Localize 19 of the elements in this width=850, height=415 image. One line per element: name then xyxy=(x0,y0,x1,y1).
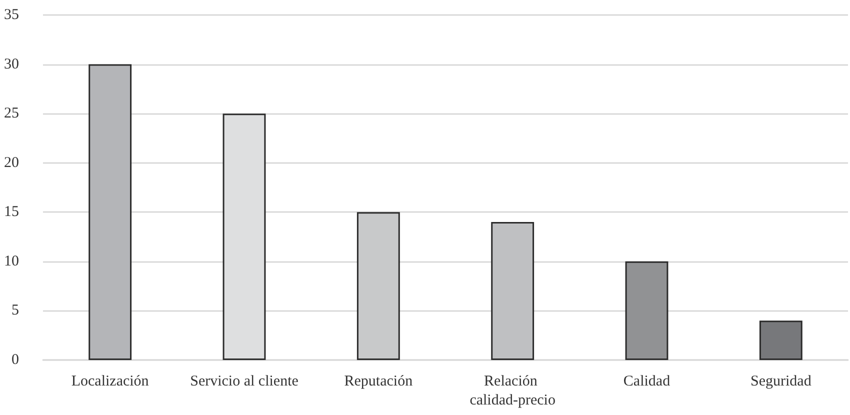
x-tick-label: Relación calidad-precio xyxy=(470,374,556,408)
bar xyxy=(759,320,802,360)
x-tick-label: Localización xyxy=(71,374,150,390)
x-tick-label: Seguridad xyxy=(750,374,812,390)
y-tick-label: 35 xyxy=(4,7,19,23)
y-tick-label: 10 xyxy=(4,253,19,270)
bar xyxy=(88,64,132,360)
bar xyxy=(356,212,400,360)
x-tick-label: Reputación xyxy=(344,374,414,390)
y-tick-label: 25 xyxy=(4,106,19,122)
x-tick-label: Servicio al cliente xyxy=(190,374,299,390)
y-tick-label: 5 xyxy=(12,302,19,319)
x-tick-label: Calidad xyxy=(623,374,671,390)
bar xyxy=(491,222,534,360)
y-tick-label: 30 xyxy=(4,56,19,72)
bar xyxy=(625,261,668,360)
y-tick-label: 20 xyxy=(4,154,19,171)
y-tick-label: 15 xyxy=(4,204,19,220)
y-tick-label: 0 xyxy=(12,352,19,368)
